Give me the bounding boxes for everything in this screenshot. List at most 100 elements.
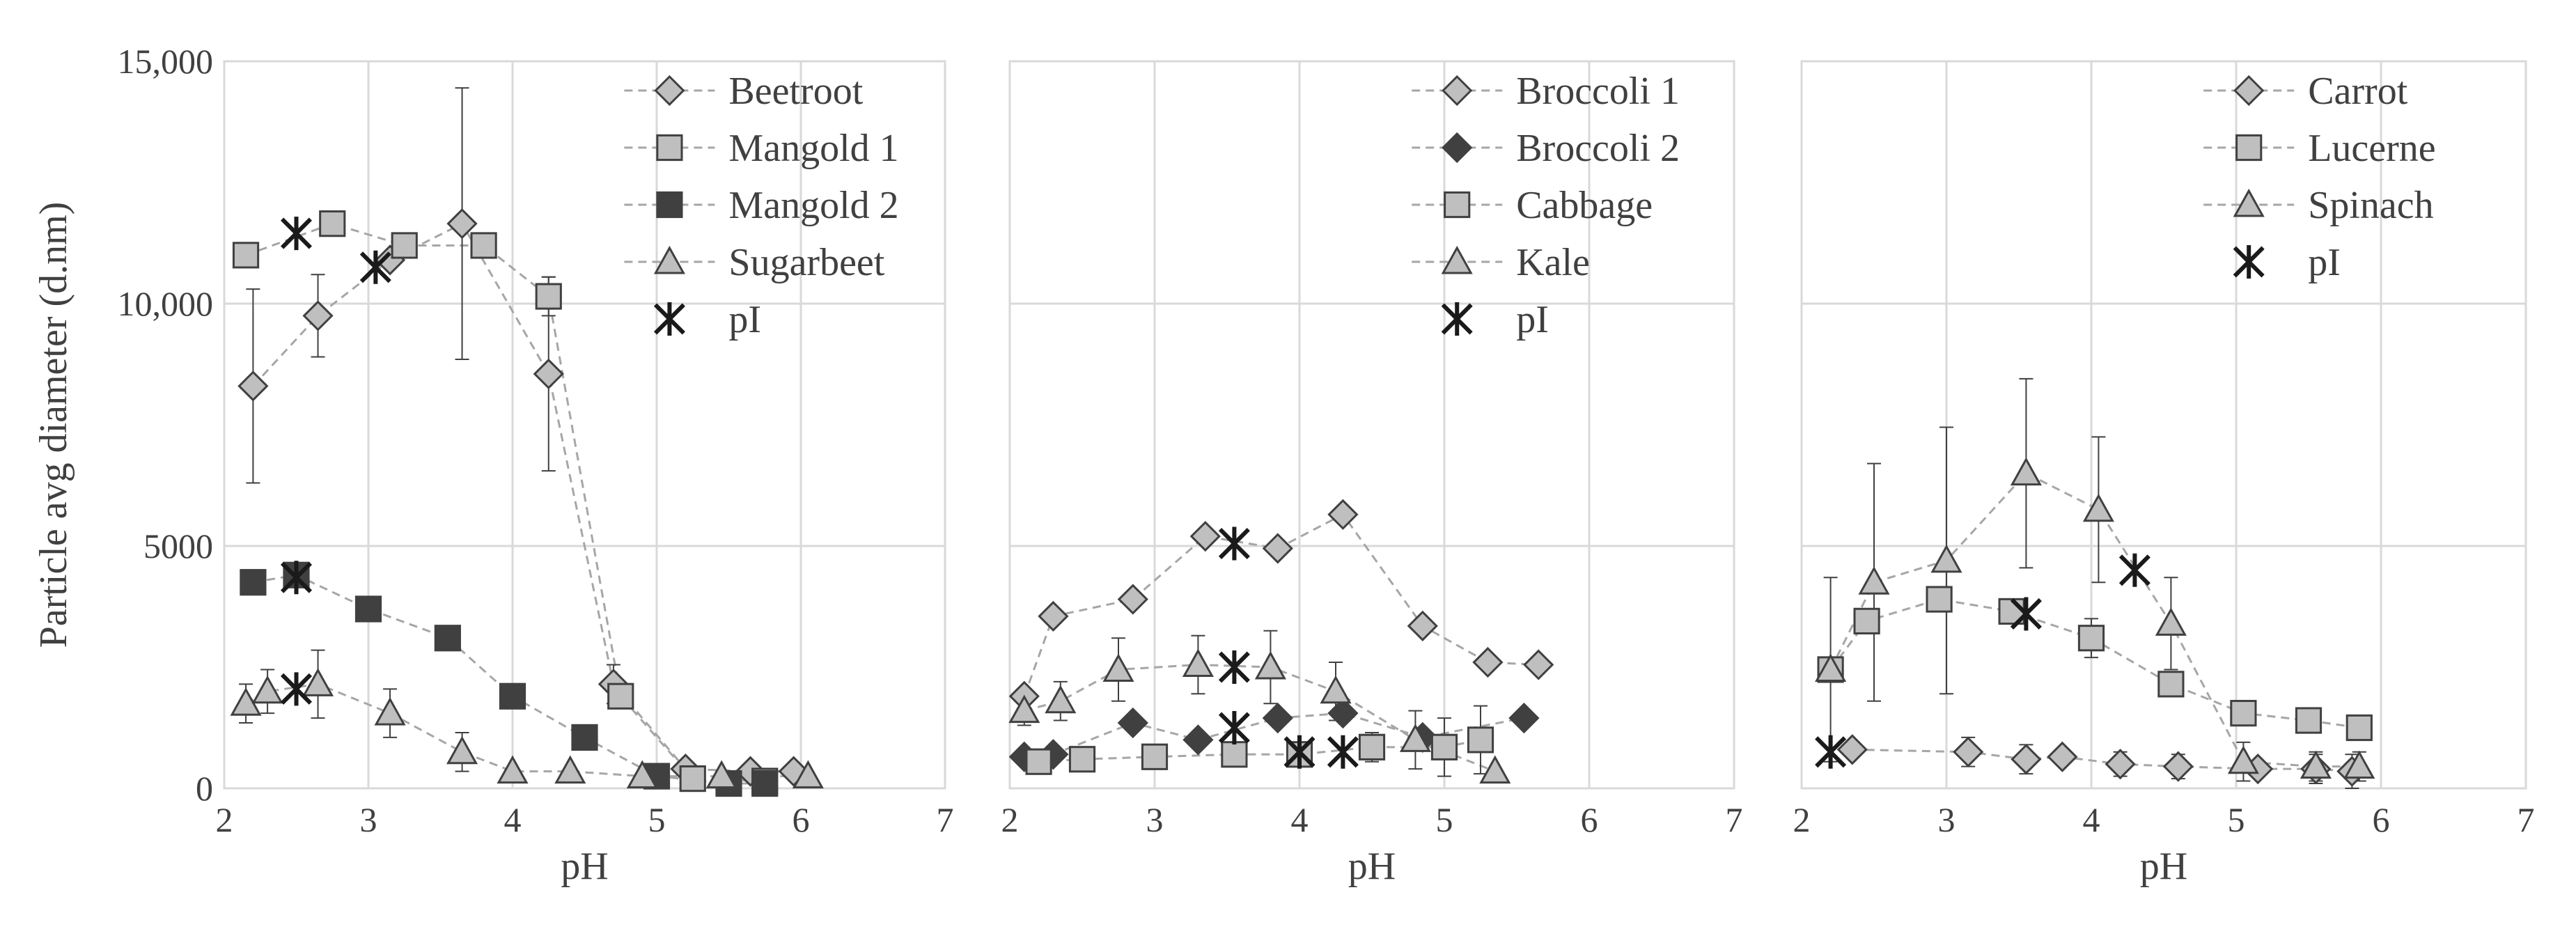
data-point-carrot — [1953, 736, 1984, 767]
data-point-broccoli-1 — [1327, 499, 1359, 530]
data-point-beetroot — [446, 208, 478, 240]
legend-marker — [656, 191, 683, 219]
data-point-mangold-1 — [535, 283, 562, 310]
x-tick-label: 4 — [1291, 800, 1309, 839]
x-tick-label: 5 — [1436, 800, 1453, 839]
legend-entry: Broccoli 2 — [1412, 127, 1680, 170]
legend-label: Beetroot — [728, 70, 863, 113]
data-point-spinach — [2082, 493, 2114, 522]
x-tick-label: 3 — [1938, 800, 1956, 839]
x-tick-label: 5 — [2228, 800, 2245, 839]
data-point-pi — [1815, 735, 1847, 769]
legend-marker — [2235, 134, 2263, 162]
legend-marker — [2233, 75, 2265, 107]
data-point-pi — [1218, 526, 1250, 561]
data-point-pi — [280, 217, 313, 251]
data-point-sugarbeet — [374, 697, 406, 726]
data-point-broccoli-2 — [1327, 697, 1359, 729]
legend-label: Spinach — [2308, 184, 2433, 227]
data-point-mangold-2 — [499, 682, 526, 710]
y-tick-label: 15,000 — [118, 42, 214, 81]
data-point-sugarbeet — [446, 735, 478, 765]
legend-label: Broccoli 1 — [1516, 70, 1680, 113]
data-point-pi — [359, 250, 391, 284]
data-point-pi — [280, 672, 313, 706]
legend-label: Lucerne — [2308, 127, 2435, 170]
legend-entry: Lucerne — [2203, 127, 2436, 170]
legend-marker — [1442, 132, 1473, 164]
data-point-beetroot — [237, 370, 269, 402]
data-point-pi — [2010, 597, 2042, 631]
data-point-lucerne — [1853, 607, 1880, 634]
data-point-broccoli-1 — [1407, 610, 1438, 641]
data-point-sugarbeet — [792, 760, 824, 789]
data-point-broccoli-1 — [1117, 584, 1148, 615]
data-point-kale — [1399, 724, 1431, 752]
data-point-pi — [1218, 650, 1250, 684]
data-point-kale — [1182, 648, 1214, 678]
data-point-broccoli-1 — [1472, 646, 1504, 678]
chart-panel-3: 2 3 4 5 6 7 pH Carrot Lucerne Spinach pI — [1793, 60, 2535, 888]
data-point-kale — [1320, 675, 1352, 704]
data-point-sugarbeet — [554, 755, 586, 784]
data-point-mangold-1 — [607, 682, 634, 710]
legend-marker — [2233, 245, 2265, 279]
x-tick-label: 7 — [2518, 800, 2535, 839]
x-tick-label: 2 — [216, 800, 233, 839]
legend-entry: Broccoli 1 — [1412, 70, 1680, 113]
y-tick-label: 5000 — [143, 526, 213, 565]
legend-label: Mangold 2 — [728, 184, 898, 227]
legend-marker — [1441, 302, 1473, 336]
x-tick-label: 4 — [504, 800, 522, 839]
y-axis-title: Particle avg diameter (d.nm) — [32, 202, 75, 648]
data-point-spinach — [2227, 745, 2259, 774]
data-point-sugarbeet — [626, 760, 658, 789]
data-point-kale — [1254, 650, 1286, 680]
plot-area-frame — [1008, 60, 1735, 790]
legend-entry: Beetroot — [624, 70, 864, 113]
legend-entry: Carrot — [2203, 70, 2408, 113]
x-tick-label: 5 — [648, 800, 666, 839]
x-tick-label: 6 — [793, 800, 810, 839]
data-point-broccoli-1 — [1523, 649, 1554, 680]
data-point-spinach — [2343, 750, 2375, 779]
x-axis-title: pH — [2140, 845, 2187, 888]
x-tick-label: 2 — [1001, 800, 1019, 839]
data-point-mangold-2 — [751, 770, 779, 797]
legend-label: Kale — [1516, 241, 1590, 284]
legend-marker — [653, 245, 685, 274]
data-point-sugarbeet — [302, 668, 334, 696]
legend-entry: pI — [653, 298, 761, 341]
data-point-broccoli-2 — [1508, 702, 1540, 734]
data-point-broccoli-1 — [1189, 520, 1221, 552]
data-point-beetroot — [302, 300, 334, 331]
legend-entry: Spinach — [2203, 184, 2434, 227]
data-point-mangold-1 — [470, 232, 497, 259]
data-point-mangold-2 — [571, 724, 598, 751]
data-point-lucerne — [2230, 700, 2257, 727]
chart-panel-1: 2 3 4 5 6 7 0 5000 10,000 15,000 pH Particle avg di… — [32, 42, 954, 888]
data-point-mangold-2 — [240, 569, 267, 596]
data-point-carrot — [2162, 751, 2194, 782]
x-tick-label: 3 — [1146, 800, 1164, 839]
y-tick-label: 0 — [196, 769, 213, 808]
data-point-beetroot — [533, 358, 564, 390]
data-point-carrot — [2047, 741, 2078, 772]
data-point-cabbage — [1358, 733, 1386, 760]
x-tick-label: 6 — [1581, 800, 1598, 839]
data-point-pi — [1218, 711, 1250, 744]
data-point-spinach — [2155, 607, 2187, 636]
data-point-kale — [1045, 685, 1077, 714]
data-point-sugarbeet — [497, 755, 529, 784]
legend-label: pI — [1516, 298, 1549, 341]
data-point-cabbage — [1025, 748, 1052, 775]
data-point-pi — [280, 561, 313, 595]
data-point-broccoli-2 — [1262, 702, 1293, 734]
data-point-sugarbeet — [251, 675, 283, 704]
data-point-kale — [1102, 653, 1134, 682]
data-point-kale — [1479, 755, 1511, 784]
x-tick-label: 3 — [360, 800, 377, 839]
data-point-spinach — [1930, 544, 1962, 573]
legend-entry: Cabbage — [1412, 184, 1653, 227]
